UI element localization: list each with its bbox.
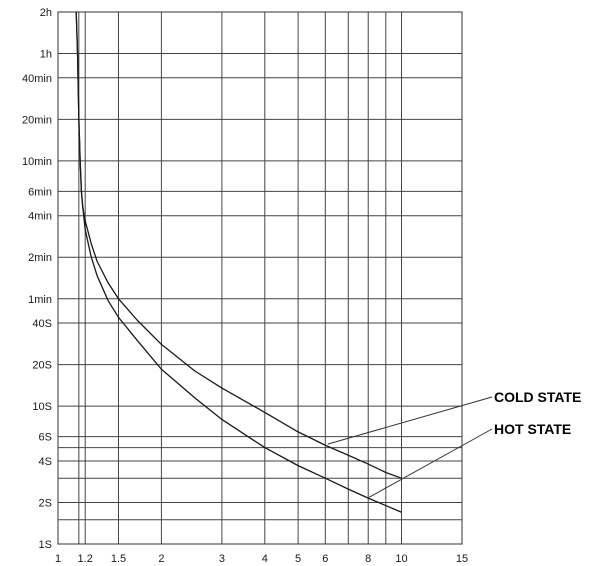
annotation-leader-hot <box>368 428 493 498</box>
y-tick-label: 6S <box>39 432 52 444</box>
y-tick-label: 2S <box>39 497 52 509</box>
plot-frame <box>57 11 463 545</box>
y-tick-label: 1S <box>39 539 52 551</box>
y-tick-label: 1h <box>40 49 52 61</box>
x-tick-label: 1.2 <box>78 553 93 565</box>
y-tick-label: 4min <box>28 211 52 223</box>
x-tick-label: 3 <box>219 553 225 565</box>
annotation-label-hot: HOT STATE <box>494 421 571 437</box>
x-tick-label: 8 <box>365 553 371 565</box>
x-tick-label: 6 <box>322 553 328 565</box>
curve-layer <box>75 11 402 513</box>
y-tick-label: 2min <box>28 252 52 264</box>
x-tick-label: 1.5 <box>111 553 126 565</box>
x-tick-label: 10 <box>395 553 407 565</box>
annotation-leader-cold <box>327 396 493 445</box>
x-tick-label: 15 <box>456 553 468 565</box>
x-tick-label: 2 <box>158 553 164 565</box>
y-tick-label: 40S <box>32 318 52 330</box>
y-tick-label: 20S <box>32 360 52 372</box>
y-tick-label: 10S <box>32 401 52 413</box>
series-line-hot-state <box>75 11 402 513</box>
series-line-cold-state <box>75 11 402 479</box>
y-tick-label: 1min <box>28 294 52 306</box>
x-tick-label: 1 <box>55 553 61 565</box>
x-tick-label: 4 <box>262 553 268 565</box>
grid-layer <box>57 11 463 545</box>
y-tick-label: 6min <box>28 186 52 198</box>
annotation-label-cold: COLD STATE <box>494 389 581 405</box>
tick-layer: 1 1.2 1.5 2 3 4 5 6 8 10 15 1S 2S 4S 6S 10S 20S 40S 1min 2m… <box>22 7 468 565</box>
y-tick-label: 40min <box>22 73 52 85</box>
y-tick-label: 4S <box>39 456 52 468</box>
y-tick-label: 2h <box>40 7 52 19</box>
annotation-layer: COLD STATE HOT STATE <box>327 389 581 498</box>
x-tick-label: 5 <box>295 553 301 565</box>
y-tick-label: 20min <box>22 114 52 126</box>
y-tick-label: 10min <box>22 156 52 168</box>
